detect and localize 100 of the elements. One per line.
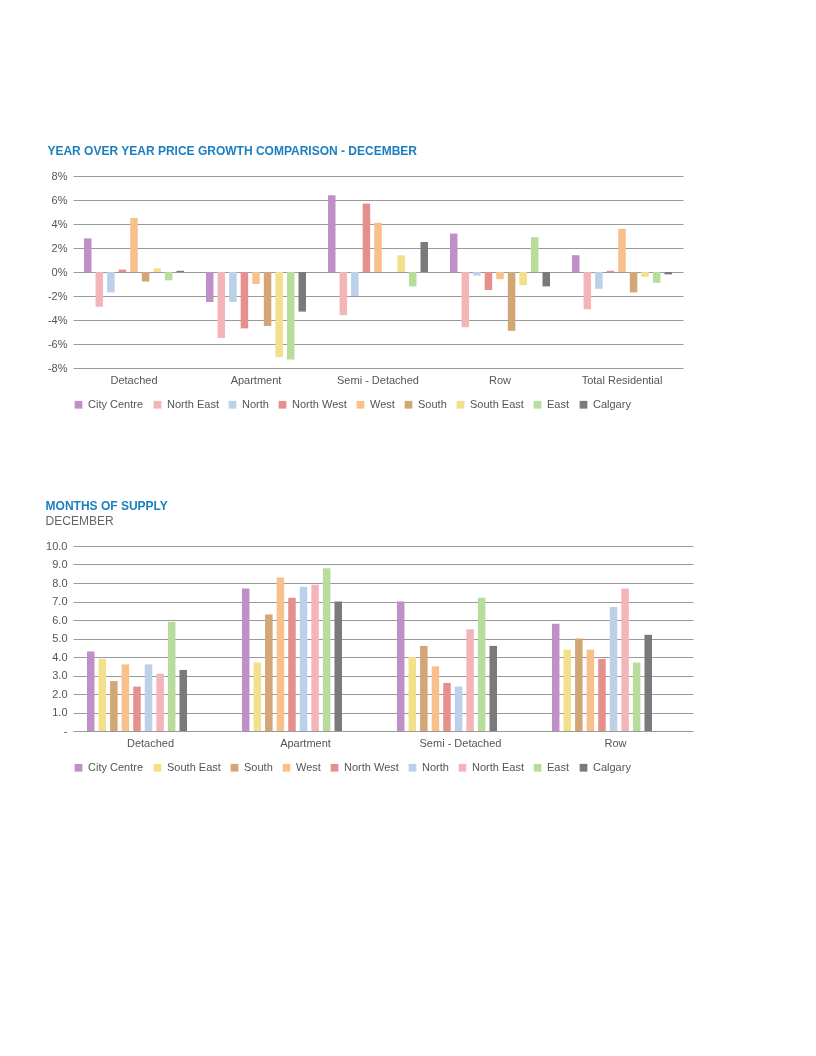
bar — [595, 272, 603, 289]
bar — [629, 272, 638, 293]
bar — [609, 607, 618, 731]
legend-label: East — [547, 760, 570, 773]
y-tick-label: - — [63, 724, 68, 737]
y-tick-label: 8% — [51, 169, 68, 182]
y-tick-label: -6% — [47, 337, 68, 350]
bar — [205, 272, 214, 302]
bar — [374, 222, 382, 272]
bar — [286, 272, 295, 360]
x-tick-label: Semi - Detached — [337, 373, 419, 386]
bar — [571, 255, 580, 272]
bar — [586, 649, 595, 731]
legend-label: North West — [344, 760, 399, 773]
bar — [288, 597, 296, 731]
x-tick-label: Semi - Detached — [419, 736, 502, 749]
legend-label: South East — [167, 760, 221, 773]
legend-label: City Centre — [88, 397, 144, 410]
bar — [598, 658, 606, 731]
bar — [130, 218, 138, 272]
legend-label: City Centre — [88, 760, 144, 773]
y-tick-label: 4.0 — [52, 650, 68, 663]
chart-subtitle: DECEMBER — [45, 514, 114, 528]
legend-label: Calgary — [593, 397, 632, 410]
bar — [397, 255, 405, 272]
y-tick-label: 1.0 — [52, 706, 68, 718]
x-tick-label: Apartment — [230, 373, 282, 386]
bar — [575, 638, 583, 731]
bar — [351, 272, 359, 296]
bar — [466, 629, 474, 731]
bar — [265, 614, 273, 731]
bar — [95, 272, 104, 307]
bar — [339, 272, 348, 316]
chart-title: MONTHS OF SUPPLY — [45, 499, 168, 513]
bar — [98, 658, 107, 731]
bar — [408, 272, 417, 287]
legend-label: West — [370, 397, 395, 410]
legend-label: North East — [472, 760, 524, 773]
bar — [86, 651, 95, 731]
legend-label: North West — [292, 397, 347, 410]
bar — [644, 634, 652, 731]
bar — [153, 268, 161, 272]
y-tick-label: 7.0 — [52, 595, 68, 607]
legend-label: North — [422, 760, 449, 773]
y-tick-label: 6% — [51, 193, 68, 206]
legend-label: Calgary — [593, 760, 632, 773]
y-tick-label: 10.0 — [46, 539, 68, 552]
bar — [484, 272, 493, 290]
bar — [507, 272, 516, 331]
bar — [477, 597, 486, 731]
bar — [121, 664, 130, 731]
x-tick-label: Detached — [126, 736, 175, 749]
bar — [563, 649, 572, 731]
y-tick-label: 2% — [51, 241, 68, 254]
chart-title: YEAR OVER YEAR PRICE GROWTH COMPARISON - DECEMBER — [47, 144, 418, 158]
y-tick-label: -4% — [47, 313, 68, 326]
legend-label: East — [547, 397, 570, 410]
x-tick-label: Row — [488, 373, 512, 386]
bar — [241, 588, 250, 731]
bar — [496, 272, 504, 280]
bar — [641, 272, 649, 277]
bar — [110, 681, 118, 731]
bar — [489, 645, 497, 731]
bar — [632, 662, 641, 731]
bar — [217, 272, 226, 338]
y-tick-label: 3.0 — [52, 669, 68, 681]
bar — [144, 664, 153, 731]
bar — [179, 669, 187, 731]
y-tick-label: 6.0 — [52, 613, 68, 626]
bar — [652, 272, 661, 283]
bar — [167, 621, 176, 731]
bar — [454, 686, 463, 731]
y-tick-label: 2.0 — [52, 687, 68, 700]
x-tick-label: Detached — [110, 373, 158, 386]
bar — [519, 272, 527, 286]
bar — [621, 588, 629, 731]
y-tick-label: 4% — [51, 217, 68, 230]
legend-label: South — [244, 760, 273, 773]
y-tick-label: 0% — [51, 265, 68, 278]
bar — [420, 645, 428, 731]
legend-label: South East — [470, 397, 524, 410]
bar — [253, 662, 262, 731]
x-tick-label: Row — [604, 736, 627, 749]
bar — [396, 601, 405, 731]
legend-label: South — [418, 397, 447, 410]
bar — [276, 577, 285, 731]
bar — [473, 272, 481, 276]
bar — [141, 272, 150, 282]
bar — [431, 666, 440, 731]
y-tick-label: -8% — [47, 361, 68, 374]
bar — [229, 272, 237, 302]
bar — [156, 673, 164, 731]
legend-label: West — [296, 760, 321, 773]
legend-label: North East — [167, 397, 219, 410]
bar — [263, 272, 272, 326]
x-tick-label: Apartment — [280, 736, 331, 749]
bar — [530, 237, 539, 272]
bar — [449, 233, 458, 272]
bar — [420, 242, 429, 272]
bar — [107, 272, 115, 293]
